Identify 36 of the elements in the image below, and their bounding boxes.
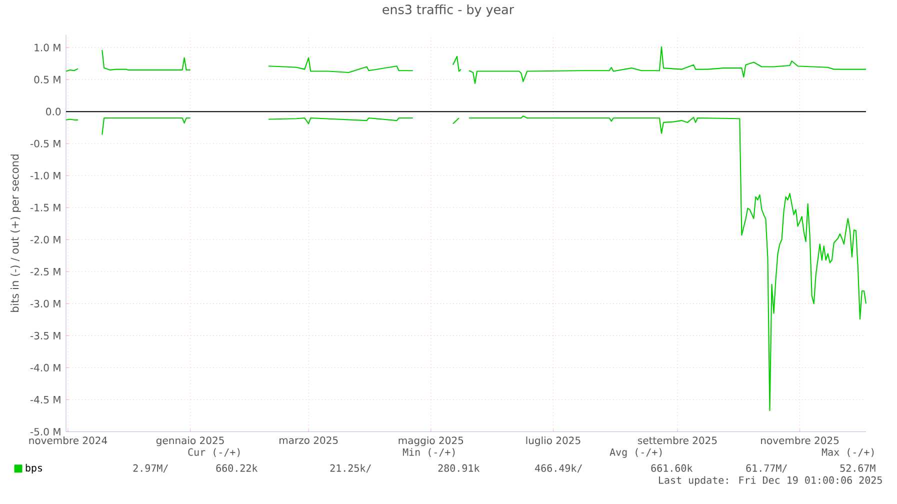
y-tick-label: -5.0 M (30, 428, 60, 436)
chart-title: ens3 traffic - by year (382, 4, 514, 17)
y-tick-label: 1.0 M (34, 44, 60, 52)
x-tick-label: novembre 2024 (29, 436, 108, 444)
x-tick-label: settembre 2025 (638, 436, 717, 444)
legend-label: bps (26, 464, 42, 474)
text: 660.22k (216, 464, 258, 472)
x-tick-label: luglio 2025 (526, 436, 580, 446)
y-tick-label: -3.5 M (30, 332, 60, 340)
text: 52.67M (840, 464, 876, 472)
x-tick-label: marzo 2025 (280, 436, 338, 444)
text: Min (-/+) (402, 448, 455, 458)
text: Avg (-/+) (610, 448, 662, 458)
y-tick-label: -4.0 M (30, 364, 60, 372)
x-tick-label: maggio 2025 (398, 436, 464, 446)
y-tick-label: 0.5 M (34, 76, 60, 84)
y-tick-label: -1.0 M (30, 172, 60, 180)
text: 61.77M/ (746, 464, 787, 473)
y-tick-label: -0.5 M (30, 140, 60, 148)
text: Cur (-/+) (188, 448, 240, 458)
x-tick-label: gennaio 2025 (156, 436, 224, 446)
text: 466.49k/ (535, 464, 582, 473)
y-tick-label: -3.0 M (30, 300, 60, 308)
y-tick-label: -2.5 M (30, 268, 60, 276)
text: 2.97M/ (133, 464, 168, 473)
text: Max (-/+) (822, 448, 874, 458)
y-tick-label: -4.5 M (30, 396, 60, 404)
x-tick-label: novembre 2025 (761, 436, 839, 444)
text: Last update: Fri Dec 19 01:00:06 2025 (659, 476, 882, 486)
text: 280.91k (438, 464, 480, 472)
y-tick-label: 0.0 (46, 108, 61, 116)
text: 661.60k (651, 464, 693, 472)
y-axis-title: bits in (-) / out (+) per second (10, 154, 21, 312)
y-tick-label: -1.5 M (30, 204, 60, 212)
text: 21.25k/ (330, 464, 371, 473)
y-tick-label: -2.0 M (30, 236, 60, 244)
